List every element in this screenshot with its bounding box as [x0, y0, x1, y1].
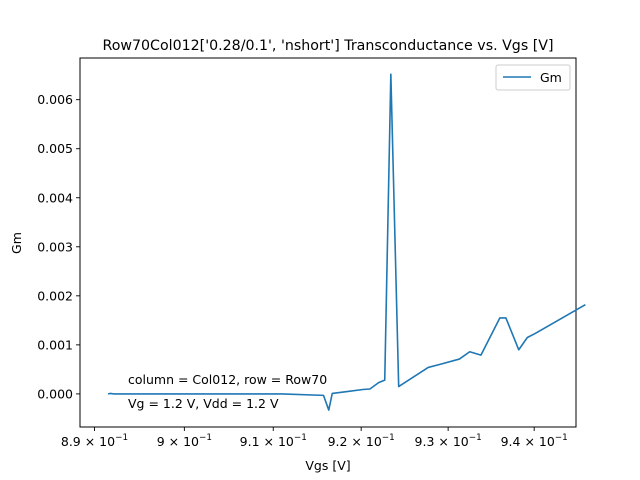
x-tick-times: × 10 [438, 434, 468, 449]
y-axis-label: Gm [9, 232, 24, 254]
x-tick-mantissa: 9.1 [240, 434, 264, 449]
y-tick-label: 0.006 [37, 92, 73, 107]
y-tick-label: 0.001 [37, 337, 73, 352]
legend: Gm [495, 64, 571, 91]
x-tick-exponent: −1 [294, 433, 307, 443]
x-tick-label: 9 × 10−1 [157, 433, 212, 449]
y-tick-label: 0.005 [37, 141, 73, 156]
x-tick-exponent: −1 [382, 433, 395, 443]
legend-label: Gm [540, 70, 562, 85]
annotation-text-1: column = Col012, row = Row70 [128, 372, 327, 387]
x-tick-exponent: −1 [469, 433, 482, 443]
x-tick-mantissa: 9 [157, 434, 169, 449]
y-tick-label: 0.000 [37, 386, 73, 401]
x-axis-label: Vgs [V] [305, 458, 350, 473]
x-tick-times: × 10 [85, 434, 115, 449]
x-tick-label: 9.4 × 10−1 [501, 433, 568, 449]
x-tick-times: × 10 [351, 434, 381, 449]
y-tick-label: 0.003 [37, 239, 73, 254]
y-tick-label: 0.002 [37, 288, 73, 303]
x-tick-mantissa: 9.3 [415, 434, 439, 449]
y-tick-label: 0.004 [37, 190, 73, 205]
x-axis-ticks: 8.9 × 10−1 9 × 10−1 9.1 × 10−1 9.2 × 10−1 9.… [61, 427, 568, 449]
y-axis-ticks: 0.000 0.001 0.002 0.003 0.004 0.005 0.006 [37, 92, 80, 401]
x-tick-mantissa: 8.9 [61, 434, 85, 449]
x-tick-times: × 10 [264, 434, 294, 449]
x-tick-times: × 10 [524, 434, 554, 449]
x-tick-exponent: −1 [555, 433, 568, 443]
x-tick-label: 8.9 × 10−1 [61, 433, 128, 449]
x-tick-exponent: −1 [199, 433, 212, 443]
annotation-text-2: Vg = 1.2 V, Vdd = 1.2 V [128, 396, 279, 411]
legend-box [495, 64, 571, 91]
x-tick-mantissa: 9.2 [328, 434, 352, 449]
x-tick-times: × 10 [169, 434, 199, 449]
x-tick-mantissa: 9.4 [501, 434, 525, 449]
x-tick-label: 9.1 × 10−1 [240, 433, 307, 449]
x-tick-exponent: −1 [115, 433, 128, 443]
x-tick-label: 9.3 × 10−1 [415, 433, 482, 449]
series-layer [107, 73, 586, 411]
plot-frame [79, 57, 577, 428]
chart-title: Row70Col012['0.28/0.1', 'nshort'] Transc… [103, 38, 554, 54]
x-tick-label: 9.2 × 10−1 [328, 433, 395, 449]
series-line-gm [107, 73, 586, 411]
